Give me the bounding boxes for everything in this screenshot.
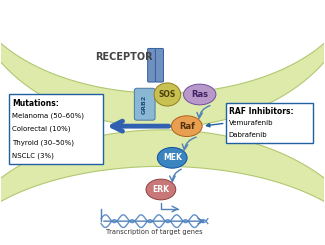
FancyBboxPatch shape (148, 49, 156, 82)
Text: Colorectal (10%): Colorectal (10%) (12, 126, 71, 132)
FancyBboxPatch shape (226, 103, 313, 143)
Text: Dabrafenib: Dabrafenib (229, 132, 267, 138)
Text: NSCLC (3%): NSCLC (3%) (12, 152, 54, 159)
Ellipse shape (157, 147, 187, 168)
FancyBboxPatch shape (155, 49, 163, 82)
Text: Vemurafenib: Vemurafenib (229, 120, 273, 126)
Text: RAF Inhibitors:: RAF Inhibitors: (229, 107, 293, 116)
Text: Mutations:: Mutations: (12, 99, 59, 108)
Text: Thyroid (30–50%): Thyroid (30–50%) (12, 139, 74, 146)
Ellipse shape (146, 179, 176, 200)
Ellipse shape (171, 116, 202, 136)
FancyBboxPatch shape (134, 88, 155, 120)
Text: Ras: Ras (191, 90, 208, 99)
Text: SOS: SOS (159, 90, 176, 99)
Ellipse shape (184, 84, 216, 105)
FancyBboxPatch shape (9, 95, 103, 164)
Text: Transcription of target genes: Transcription of target genes (106, 229, 203, 235)
Text: Raf: Raf (179, 122, 195, 131)
PathPatch shape (0, 130, 325, 245)
Text: RECEPTOR: RECEPTOR (95, 52, 152, 62)
Text: ERK: ERK (152, 185, 169, 194)
PathPatch shape (0, 9, 325, 127)
Text: GRB2: GRB2 (142, 95, 147, 114)
Text: MEK: MEK (163, 153, 182, 162)
Ellipse shape (154, 83, 181, 106)
Text: Melanoma (50–60%): Melanoma (50–60%) (12, 112, 84, 119)
